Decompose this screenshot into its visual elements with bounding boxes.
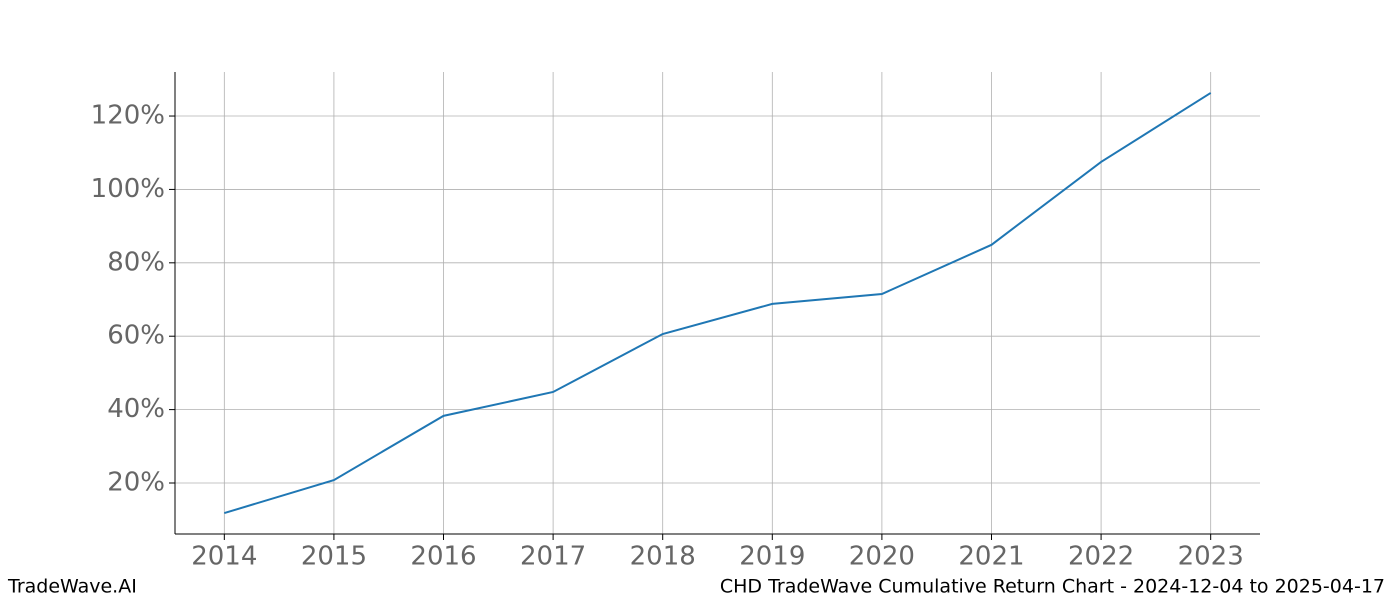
y-tick-label: 100% bbox=[91, 174, 165, 204]
x-tick-label: 2014 bbox=[191, 542, 257, 572]
x-tick-label: 2019 bbox=[739, 542, 805, 572]
y-tick-label: 80% bbox=[107, 247, 165, 277]
x-tick-label: 2016 bbox=[410, 542, 476, 572]
y-tick-label: 40% bbox=[107, 394, 165, 424]
x-tick-label: 2018 bbox=[630, 542, 696, 572]
line-series bbox=[224, 92, 1212, 515]
x-tick-label: 2020 bbox=[849, 542, 915, 572]
y-tick-label: 60% bbox=[107, 321, 165, 351]
x-tick-label: 2023 bbox=[1178, 542, 1244, 572]
x-tick-label: 2015 bbox=[301, 542, 367, 572]
watermark: TradeWave.AI bbox=[7, 576, 137, 598]
y-tick-label: 20% bbox=[107, 467, 165, 497]
y-tick-label: 120% bbox=[91, 101, 165, 131]
x-tick-label: 2021 bbox=[958, 542, 1024, 572]
chart-title: CHD TradeWave Cumulative Return Chart - … bbox=[720, 576, 1385, 598]
x-tick-label: 2022 bbox=[1068, 542, 1134, 572]
x-tick-label: 2017 bbox=[520, 542, 586, 572]
